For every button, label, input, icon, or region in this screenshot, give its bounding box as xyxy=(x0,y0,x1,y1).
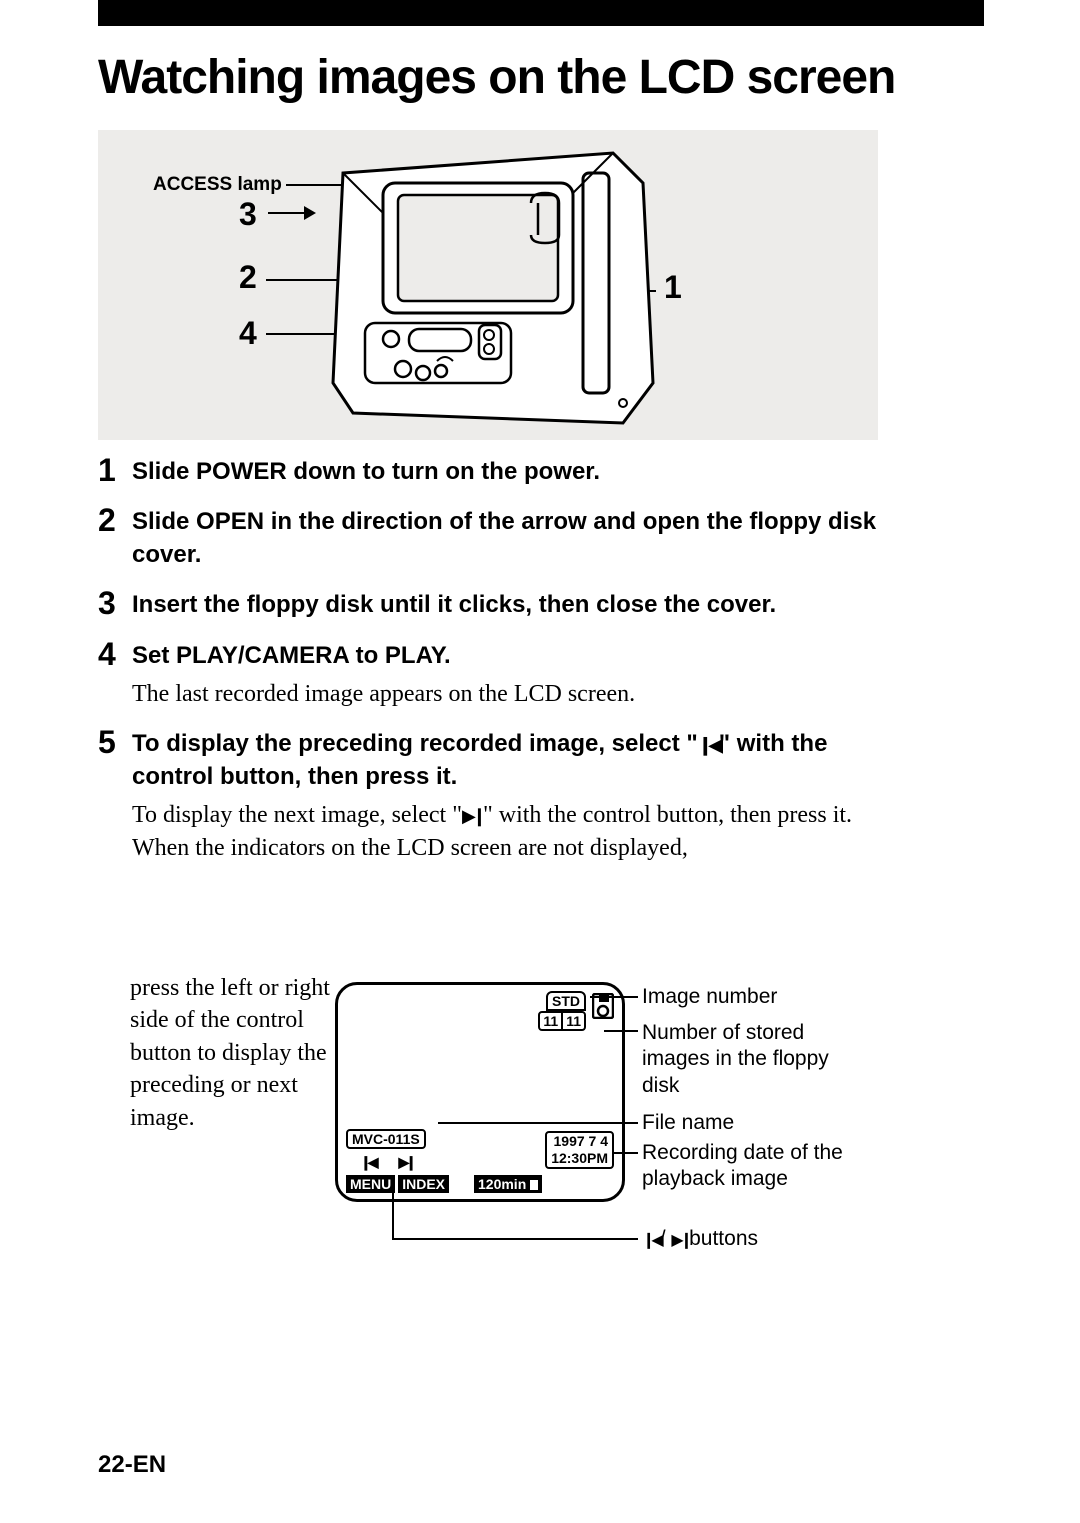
lcd-nav-next-icon: ▶❙ xyxy=(399,1154,414,1171)
step-5-head: To display the preceding recorded image,… xyxy=(132,728,902,793)
prev-icon: ❙◀ xyxy=(698,735,719,755)
step-5-detail-wrap: press the left or right side of the cont… xyxy=(130,972,330,1134)
access-lamp-label: ACCESS lamp xyxy=(153,174,282,196)
lcd-date-line1: 1997 7 4 xyxy=(551,1133,608,1150)
step-5-detail: To display the next image, select "▶❙" w… xyxy=(132,799,902,864)
lcd-menu-row: MENU INDEX xyxy=(346,1175,449,1193)
step-5-head-pre: To display the preceding recorded image,… xyxy=(132,730,698,757)
step-1-head: Slide POWER down to turn on the power. xyxy=(132,456,888,488)
lcd-nav-prev-icon: ❙◀ xyxy=(360,1154,375,1171)
callout-4: 4 xyxy=(239,315,257,352)
callout-3: 3 xyxy=(239,196,257,233)
step-1-num: 1 xyxy=(98,454,132,486)
camera-illustration xyxy=(308,138,668,434)
annot-buttons-text: buttons xyxy=(689,1227,758,1250)
step-4-head: Set PLAY/CAMERA to PLAY. xyxy=(132,640,888,672)
step-3-num: 3 xyxy=(98,587,132,619)
annot-recording-date: Recording date of the playback image xyxy=(642,1140,862,1193)
annot-image-number: Image number xyxy=(642,984,777,1010)
lcd-std-badge: STD xyxy=(546,991,586,1011)
step-4: 4 Set PLAY/CAMERA to PLAY. The last reco… xyxy=(98,640,888,711)
lcd-date: 1997 7 4 12:30PM xyxy=(545,1131,614,1169)
lcd-img-current: 11 xyxy=(540,1013,561,1029)
annot-stored-count-line xyxy=(604,1030,638,1032)
annot-buttons: ❙◀/ ▶❙buttons xyxy=(642,1226,758,1252)
lcd-battery-time: 120min xyxy=(474,1175,542,1193)
step-3: 3 Insert the floppy disk until it clicks… xyxy=(98,589,888,621)
step-2-num: 2 xyxy=(98,504,132,536)
step-3-head: Insert the floppy disk until it clicks, … xyxy=(132,589,888,621)
lcd-img-total: 11 xyxy=(563,1013,584,1029)
battery-icon xyxy=(530,1180,538,1190)
step-2-head: Slide OPEN in the direction of the arrow… xyxy=(132,506,888,571)
annot-file-name-line xyxy=(438,1122,638,1124)
step-4-num: 4 xyxy=(98,638,132,670)
lcd-menu-label: MENU xyxy=(346,1175,395,1193)
lcd-battery-text: 120min xyxy=(478,1176,526,1192)
annot-buttons-next-icon: ▶❙ xyxy=(671,1232,689,1249)
step-5-num: 5 xyxy=(98,726,132,758)
page-title: Watching images on the LCD screen xyxy=(98,50,895,105)
annot-buttons-line-vert xyxy=(392,1176,394,1238)
annot-stored-count: Number of stored images in the floppy di… xyxy=(642,1020,862,1099)
step-4-detail: The last recorded image appears on the L… xyxy=(132,678,888,710)
lcd-image-count: 11 11 xyxy=(538,1011,586,1031)
lcd-screen-inset: STD 11 11 MVC-011S 1997 7 4 12:30PM ❙◀ ▶… xyxy=(335,982,625,1202)
lcd-nav-icons: ❙◀ ▶❙ xyxy=(360,1154,413,1171)
annot-buttons-prev-icon: ❙◀ xyxy=(642,1232,660,1249)
steps-list: 1 Slide POWER down to turn on the power.… xyxy=(98,456,888,882)
annot-image-number-line xyxy=(590,996,638,998)
next-icon: ▶❙ xyxy=(462,806,483,826)
annot-recording-date-line xyxy=(614,1152,638,1154)
lcd-filename: MVC-011S xyxy=(346,1129,426,1149)
step-5-detail-pre: To display the next image, select " xyxy=(132,802,462,828)
page-number: 22-EN xyxy=(98,1451,166,1479)
top-black-bar xyxy=(98,0,984,26)
annot-buttons-line xyxy=(392,1238,638,1240)
lcd-date-line2: 12:30PM xyxy=(551,1150,608,1167)
annot-file-name: File name xyxy=(642,1110,734,1136)
step-1: 1 Slide POWER down to turn on the power. xyxy=(98,456,888,488)
step-2: 2 Slide OPEN in the direction of the arr… xyxy=(98,506,888,571)
step-5: 5 To display the preceding recorded imag… xyxy=(98,728,888,864)
lcd-index-label: INDEX xyxy=(398,1175,449,1193)
callout-2: 2 xyxy=(239,259,257,296)
